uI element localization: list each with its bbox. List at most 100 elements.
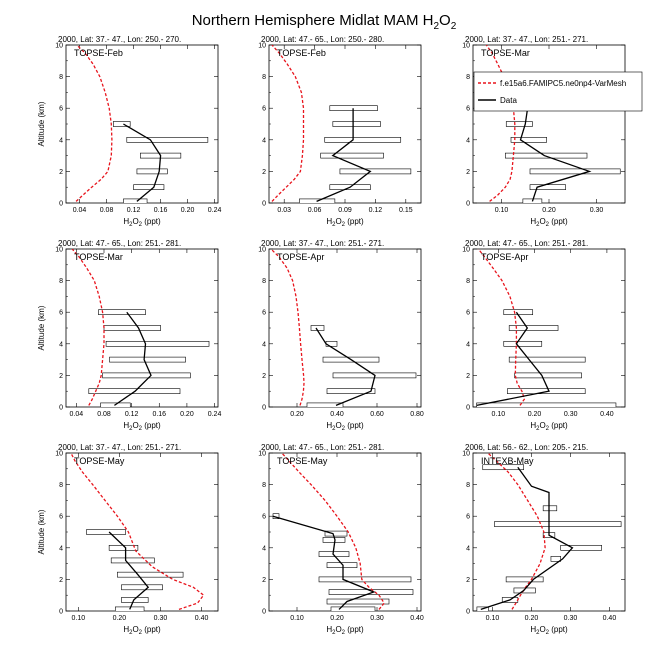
y-tick-label: 10 <box>55 43 63 50</box>
x-tick-label: 0.20 <box>528 411 542 418</box>
y-tick-label: 8 <box>59 278 63 285</box>
x-tick-label: 0.40 <box>330 411 344 418</box>
data-profile-line <box>519 108 592 202</box>
data-range-box <box>133 184 165 190</box>
plot-area <box>476 453 622 611</box>
plot-area <box>70 453 205 611</box>
data-range-box <box>123 198 148 203</box>
campaign-tag: TOPSE-May <box>277 456 328 466</box>
data-range-box <box>110 557 155 564</box>
x-tick-label: 0.10 <box>290 615 304 622</box>
data-range-box <box>112 121 131 127</box>
y-tick-label: 0 <box>466 609 470 616</box>
x-tick-label: 0.30 <box>564 411 578 418</box>
x-tick-label: 0.04 <box>70 411 84 418</box>
x-tick-label: 0.06 <box>308 207 322 214</box>
x-axis-label: H2O2 (ppt) <box>530 625 568 636</box>
x-tick-label: 0.20 <box>113 615 127 622</box>
panel-header: 2006, Lat: 56.- 62., Lon: 205.- 215. <box>465 443 588 452</box>
x-tick-label: 0.20 <box>542 207 556 214</box>
x-tick-label: 0.60 <box>370 411 384 418</box>
campaign-tag: TOPSE-Feb <box>277 48 326 58</box>
data-range-box <box>86 529 126 535</box>
data-range-box <box>105 340 210 347</box>
x-tick-label: 0.20 <box>181 207 195 214</box>
y-tick-label: 6 <box>262 514 266 521</box>
y-tick-label: 0 <box>262 201 266 208</box>
data-range-box <box>318 576 412 583</box>
y-tick-label: 8 <box>262 482 266 489</box>
y-tick-label: 0 <box>466 405 470 412</box>
y-tick-label: 8 <box>59 482 63 489</box>
y-tick-label: 2 <box>59 373 63 380</box>
y-tick-label: 2 <box>59 169 63 176</box>
y-tick-label: 6 <box>466 310 470 317</box>
x-axis-label: H2O2 (ppt) <box>326 625 364 636</box>
y-tick-label: 2 <box>466 577 470 584</box>
x-tick-label: 0.15 <box>399 207 413 214</box>
y-tick-label: 2 <box>262 373 266 380</box>
data-range-box <box>320 152 384 159</box>
plot-area <box>272 453 414 611</box>
data-range-box <box>136 168 168 175</box>
y-tick-label: 6 <box>59 514 63 521</box>
plot-area <box>476 249 617 407</box>
model-profile-line <box>71 249 105 406</box>
data-profile-line <box>315 327 376 407</box>
x-tick-label: 0.30 <box>564 615 578 622</box>
x-axis-label: H2O2 (ppt) <box>123 217 161 228</box>
data-range-box <box>324 137 402 143</box>
y-tick-label: 2 <box>466 169 470 176</box>
model-profile-line <box>270 249 305 406</box>
y-tick-label: 6 <box>59 106 63 113</box>
model-profile-line <box>487 453 546 610</box>
y-tick-label: 10 <box>55 451 63 458</box>
plot-frame <box>65 44 219 204</box>
panel-header: 2000, Lat: 37.- 47., Lon: 251.- 271. <box>261 239 384 248</box>
campaign-tag: TOPSE-Apr <box>277 252 324 262</box>
campaign-tag: TOPSE-Feb <box>74 48 123 58</box>
y-tick-label: 4 <box>59 137 63 144</box>
y-tick-label: 4 <box>466 341 470 348</box>
data-range-box <box>514 372 582 379</box>
x-axis-label: H2O2 (ppt) <box>326 217 364 228</box>
legend: f.e15a6.FAMIPC5.ne0np4-VarMesh Data <box>473 71 643 112</box>
y-tick-label: 8 <box>59 74 63 81</box>
y-tick-label: 0 <box>466 201 470 208</box>
campaign-tag: INTEXB-May <box>481 456 534 466</box>
y-axis-label: Altitude (km) <box>37 509 46 554</box>
y-tick-label: 4 <box>59 545 63 552</box>
y-tick-label: 10 <box>258 451 266 458</box>
data-range-box <box>102 372 191 379</box>
y-tick-label: 8 <box>466 74 470 81</box>
data-range-box <box>503 340 543 347</box>
model-profile-line <box>477 249 526 406</box>
plot-area <box>271 45 412 203</box>
x-tick-label: 0.24 <box>208 207 222 214</box>
panel-7: 2000, Lat: 37.- 47., Lon: 251.- 271. 0 2 4 6… <box>37 443 219 636</box>
y-tick-label: 8 <box>262 74 266 81</box>
panel-header: 2000, Lat: 47.- 65., Lon: 251.- 281. <box>58 239 181 248</box>
data-range-box <box>326 598 390 605</box>
panel-header: 2000, Lat: 37.- 47., Lon: 250.- 270. <box>58 35 181 44</box>
x-tick-label: 0.10 <box>492 411 506 418</box>
x-tick-label: 0.12 <box>369 207 383 214</box>
panels: 2000, Lat: 37.- 47., Lon: 250.- 270. 0 2 4 6… <box>37 35 626 636</box>
panel-5: 2000, Lat: 37.- 47., Lon: 251.- 271. 0 2 4 6… <box>258 239 424 432</box>
y-tick-label: 4 <box>466 545 470 552</box>
data-profile-line <box>114 311 152 406</box>
x-axis-label: H2O2 (ppt) <box>123 625 161 636</box>
y-tick-label: 0 <box>59 609 63 616</box>
y-tick-label: 2 <box>262 169 266 176</box>
y-tick-label: 8 <box>466 278 470 285</box>
y-tick-label: 4 <box>59 341 63 348</box>
legend-model-label: f.e15a6.FAMIPC5.ne0np4-VarMesh <box>500 79 626 88</box>
y-tick-label: 10 <box>258 43 266 50</box>
panel-1: 2000, Lat: 37.- 47., Lon: 250.- 270. 0 2 4 6… <box>37 35 222 228</box>
x-tick-label: 0.10 <box>495 207 509 214</box>
y-tick-label: 8 <box>262 278 266 285</box>
panel-2: 2000, Lat: 47.- 65., Lon: 250.- 280. 0 2 4 6… <box>258 35 422 228</box>
panel-header: 2000, Lat: 37.- 47., Lon: 251.- 271. <box>465 35 588 44</box>
y-tick-label: 2 <box>466 373 470 380</box>
x-tick-label: 0.40 <box>195 615 209 622</box>
